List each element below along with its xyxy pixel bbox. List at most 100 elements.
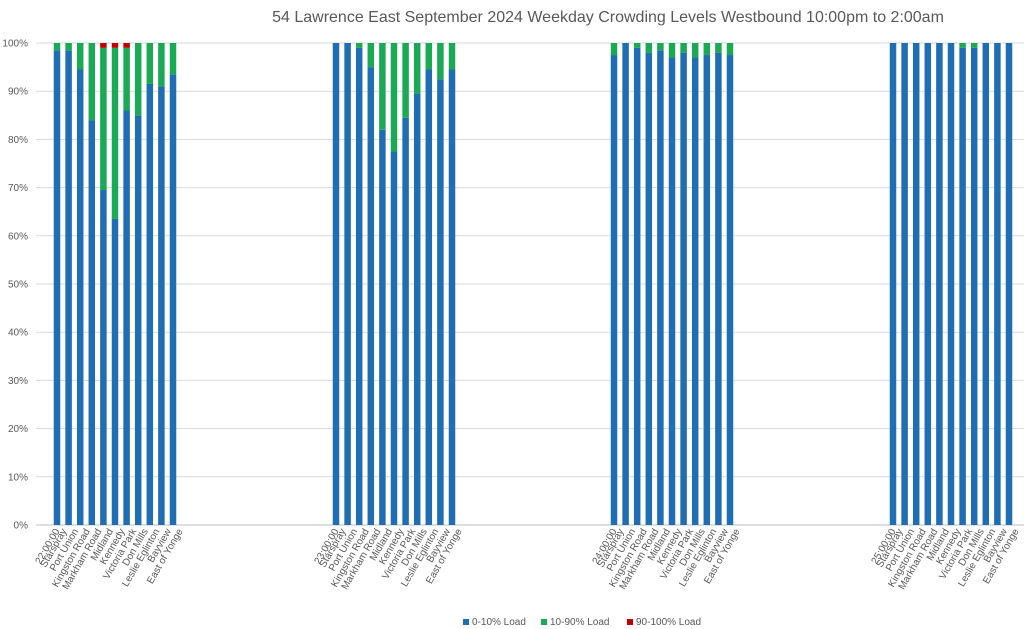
- bar-segment: [111, 218, 119, 525]
- bar-segment: [100, 190, 107, 525]
- bar-segment: [53, 50, 61, 525]
- y-tick-label: 20%: [8, 424, 28, 435]
- bar-segment: [924, 43, 932, 525]
- bar-segment: [390, 151, 398, 525]
- y-tick-label: 50%: [8, 280, 28, 291]
- y-tick-label: 70%: [8, 183, 28, 194]
- bar-segment: [425, 43, 433, 70]
- bar-segment: [76, 69, 84, 525]
- bar-segment: [65, 50, 72, 525]
- bar-segment: [668, 43, 676, 58]
- bar-segment: [111, 43, 119, 48]
- bar-segment: [680, 52, 687, 525]
- y-tick-label: 60%: [8, 231, 28, 242]
- bar-segment: [970, 47, 978, 525]
- bar-segment: [889, 43, 897, 525]
- bar-segment: [146, 83, 154, 525]
- bar-segment: [657, 43, 664, 51]
- bar-segment: [691, 43, 699, 58]
- bar-segment: [402, 117, 409, 526]
- bar-segment: [379, 43, 386, 130]
- bar-segment: [413, 93, 421, 526]
- gridlines: [36, 42, 1024, 526]
- bar-segment: [668, 57, 676, 526]
- bar-segment: [123, 110, 130, 525]
- y-tick-label: 30%: [8, 376, 28, 387]
- bar-segment: [379, 129, 386, 525]
- bar-segment: [437, 43, 444, 80]
- bar-segment: [959, 47, 966, 525]
- bar-segment: [970, 43, 978, 48]
- bar-segment: [448, 69, 456, 525]
- bar-segment: [726, 55, 734, 526]
- legend: 0-10% Load 10-90% Load 90-100% Load: [463, 617, 701, 628]
- bar-segment: [402, 43, 409, 118]
- bar-segment: [633, 43, 641, 48]
- bar-segment: [645, 52, 653, 525]
- bar-segment: [332, 43, 340, 525]
- bar-segment: [169, 74, 177, 525]
- y-tick-label: 90%: [8, 87, 28, 98]
- bar-segment: [610, 55, 618, 526]
- bar-segment: [947, 43, 955, 525]
- bar-segment: [111, 47, 119, 219]
- y-tick-label: 100%: [2, 39, 28, 50]
- bar-segment: [158, 43, 165, 87]
- legend-swatch: [463, 619, 469, 625]
- bar-segment: [425, 69, 433, 525]
- bar-segment: [680, 43, 687, 53]
- bar-segment: [703, 43, 711, 56]
- bar-segment: [657, 50, 664, 525]
- bar-segment: [76, 43, 84, 70]
- bar-segment: [390, 43, 398, 152]
- bar-segment: [146, 43, 154, 84]
- y-tick-label: 40%: [8, 328, 28, 339]
- bar-segment: [448, 43, 456, 70]
- bar-segment: [610, 43, 618, 56]
- bar-segment: [982, 43, 990, 525]
- bar-segment: [413, 43, 421, 94]
- bar-segment: [65, 43, 72, 51]
- y-tick-label: 0%: [14, 521, 29, 532]
- bars: [53, 43, 1013, 526]
- bar-segment: [726, 43, 734, 56]
- bar-segment: [88, 43, 96, 121]
- bar-segment: [936, 43, 943, 525]
- bar-segment: [437, 79, 444, 526]
- bar-segment: [355, 47, 363, 525]
- y-tick-label: 80%: [8, 135, 28, 146]
- bar-segment: [691, 57, 699, 526]
- legend-label: 10-90% Load: [550, 617, 610, 628]
- bar-segment: [367, 43, 375, 68]
- bar-segment: [134, 115, 142, 526]
- bar-segment: [100, 43, 107, 48]
- bar-segment: [355, 43, 363, 48]
- bar-segment: [633, 47, 641, 525]
- bar-segment: [703, 55, 711, 526]
- bar-segment: [158, 86, 165, 525]
- legend-label: 0-10% Load: [472, 617, 526, 628]
- bar-segment: [959, 43, 966, 48]
- y-tick-label: 10%: [8, 472, 28, 483]
- y-axis-ticks: 0% 10% 20% 30% 40% 50% 60% 70% 80% 90% 100%: [2, 39, 28, 532]
- bar-segment: [912, 43, 920, 525]
- chart-title: 54 Lawrence East September 2024 Weekday …: [272, 9, 944, 26]
- bar-segment: [88, 120, 96, 526]
- legend-swatch: [541, 619, 547, 625]
- bar-segment: [344, 43, 351, 525]
- bar-segment: [645, 43, 653, 53]
- bar-segment: [123, 47, 130, 111]
- bar-segment: [53, 43, 61, 51]
- bar-segment: [367, 67, 375, 525]
- bar-segment: [715, 52, 722, 525]
- bar-segment: [622, 43, 629, 525]
- bar-segment: [994, 43, 1001, 525]
- bar-segment: [134, 43, 142, 116]
- bar-segment: [1005, 43, 1013, 525]
- bar-segment: [123, 43, 130, 48]
- bar-segment: [100, 47, 107, 191]
- legend-label: 90-100% Load: [636, 617, 701, 628]
- bar-segment: [715, 43, 722, 53]
